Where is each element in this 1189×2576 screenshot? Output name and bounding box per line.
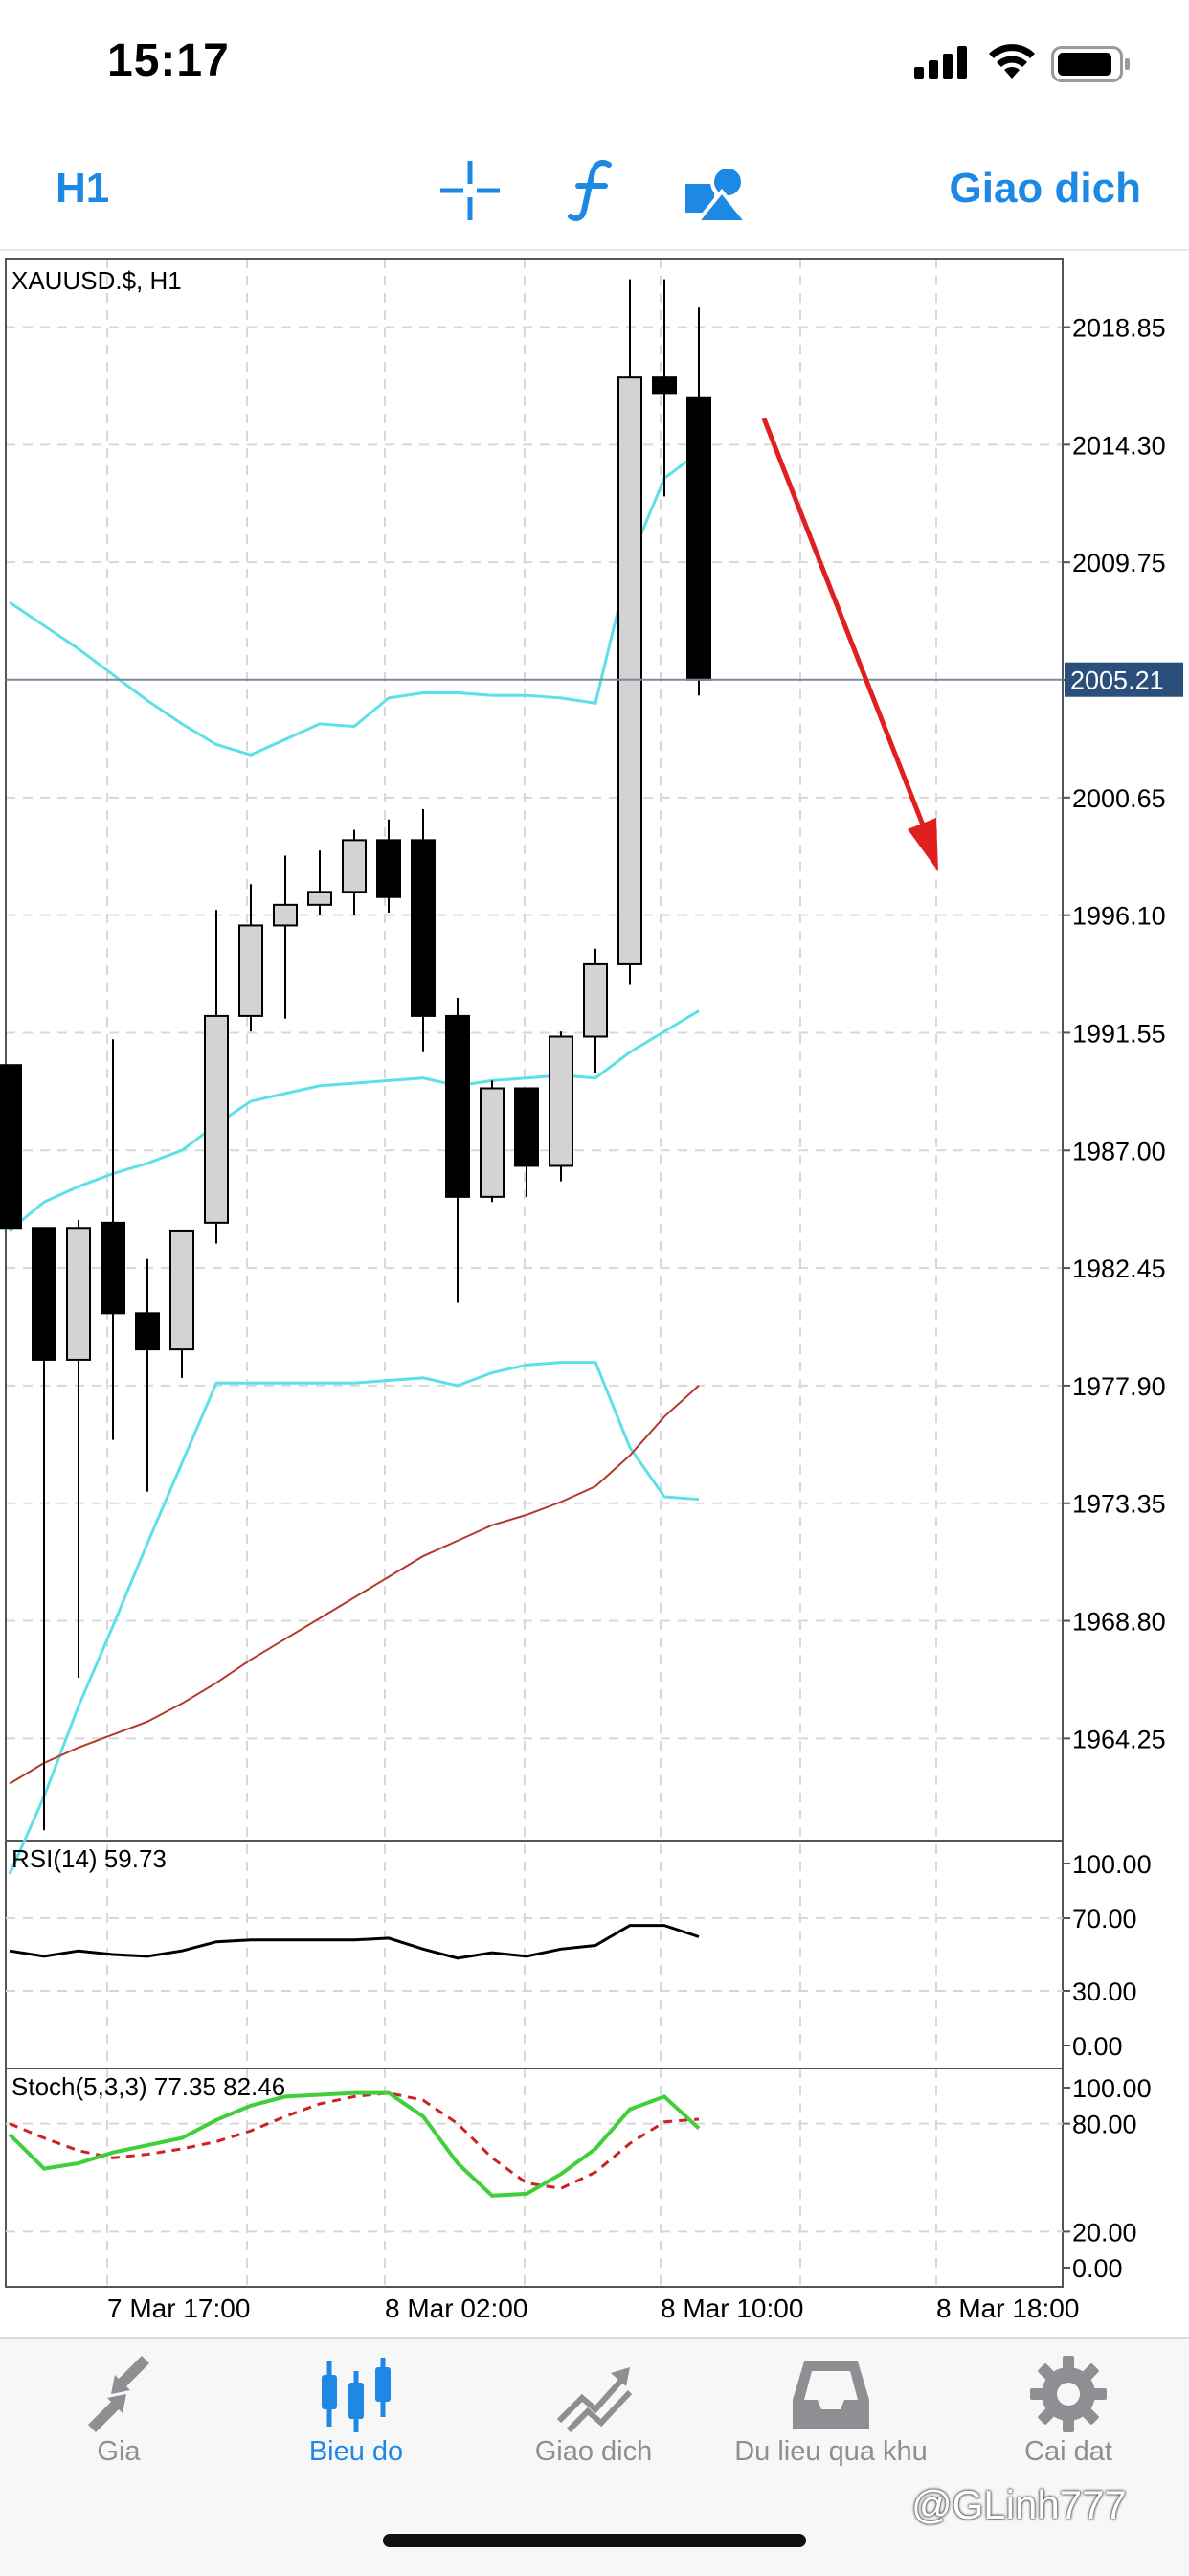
bullish-candle: [617, 376, 642, 965]
bullish-candle: [204, 1014, 229, 1224]
stoch-tick-label: 100.00: [1072, 2074, 1152, 2103]
bollinger-upper-line: [9, 451, 700, 757]
oscillators: 100.00 70.00 30.00 0.00 100.00 80.00 20.00 0.00: [6, 1850, 1152, 2283]
bullish-candle: [169, 1229, 194, 1351]
chart-canvas[interactable]: 2018.85 2014.30 2009.75 2000.65 1996.10 1991.…: [0, 251, 1189, 2339]
stoch-tick-label: 80.00: [1072, 2111, 1137, 2139]
chart-grid: [6, 259, 1063, 2287]
rsi-line: [9, 1924, 700, 1960]
status-time: 15:17: [107, 35, 230, 86]
price-tick-label: 1982.45: [1072, 1254, 1166, 1283]
watermark: @GLinh777: [911, 2482, 1127, 2527]
rsi-tick-label: 100.00: [1072, 1850, 1152, 1879]
rsi-tick-label: 30.00: [1072, 1977, 1137, 2006]
nav-settings[interactable]: Cai dat: [950, 2339, 1187, 2530]
price-tick-label: 2009.75: [1072, 549, 1166, 577]
nav-chart[interactable]: Bieu do: [237, 2339, 475, 2530]
price-tick-label: 1964.25: [1072, 1725, 1166, 1753]
price-tick-label: 1991.55: [1072, 1019, 1166, 1048]
stoch-main-line: [8, 2090, 701, 2198]
rsi-tick-label: 70.00: [1072, 1905, 1137, 1933]
function-icon[interactable]: [567, 159, 620, 222]
price-tick-label: 1987.00: [1072, 1137, 1166, 1165]
price-chart[interactable]: 2018.85 2014.30 2009.75 2000.65 1996.10 1991.…: [0, 251, 1189, 2339]
moving-average-line: [9, 1385, 700, 1785]
bearish-candle: [0, 1064, 22, 1230]
bullish-candle: [273, 903, 298, 927]
time-label: 8 Mar 10:00: [661, 2294, 803, 2323]
shapes-icon[interactable]: [684, 159, 751, 226]
price-tick-label: 1977.90: [1072, 1372, 1166, 1401]
bullish-candle: [480, 1087, 505, 1198]
bearish-candle: [411, 839, 436, 1017]
battery-icon: [1051, 46, 1130, 82]
nav-label: Giao dich: [534, 2436, 653, 2467]
symbol-label: XAUUSD.$, H1: [11, 266, 182, 295]
current-price-value: 2005.21: [1070, 667, 1164, 695]
timeframe-button[interactable]: H1: [56, 165, 110, 212]
price-tick-label: 1973.35: [1072, 1490, 1166, 1519]
chart-toolbar: H1 Giao dich: [0, 144, 1189, 251]
bullish-candle: [342, 839, 367, 893]
trade-chart-icon: [556, 2367, 633, 2433]
bearish-candle: [135, 1312, 160, 1351]
bullish-candle: [307, 891, 332, 906]
status-bar: 15:17: [0, 0, 1189, 124]
home-indicator[interactable]: [383, 2534, 806, 2547]
stoch-panel-frame: [5, 2068, 1064, 2288]
wifi-icon: [989, 44, 1035, 79]
price-tick-label: 2018.85: [1072, 314, 1166, 343]
bearish-candle: [101, 1221, 125, 1315]
price-axis: 2018.85 2014.30 2009.75 2000.65 1996.10 1991.…: [1063, 314, 1166, 1753]
nav-history[interactable]: Du lieu qua khu: [712, 2339, 950, 2530]
price-tick-label: 1968.80: [1072, 1608, 1166, 1637]
trade-button[interactable]: Giao dich: [949, 165, 1141, 212]
bullish-candle: [66, 1227, 91, 1361]
history-tray-icon: [793, 2361, 869, 2429]
price-tick-label: 2000.65: [1072, 784, 1166, 813]
cellular-signal-icon: [914, 46, 967, 79]
stoch-label: Stoch(5,3,3) 77.35 82.46: [11, 2072, 285, 2101]
candlesticks: [0, 279, 711, 1831]
settings-gear-icon: [1030, 2356, 1107, 2432]
bullish-candle: [583, 962, 608, 1038]
nav-label: Cai dat: [1024, 2436, 1112, 2467]
stoch-tick-label: 0.00: [1072, 2254, 1123, 2283]
bullish-candle: [238, 924, 263, 1017]
bollinger-middle-line: [9, 1009, 700, 1232]
red-downward-arrow[interactable]: [761, 418, 938, 871]
bearish-candle: [445, 1014, 470, 1198]
price-tick-label: 1996.10: [1072, 902, 1166, 931]
bollinger-lower-line: [8, 1361, 700, 1875]
nav-trade[interactable]: Giao dich: [475, 2339, 712, 2530]
candlestick-chart-icon: [322, 2358, 391, 2432]
time-label: 8 Mar 02:00: [385, 2294, 527, 2323]
indicator-lines: [8, 451, 700, 1875]
bearish-candle: [652, 376, 677, 395]
bearish-candle: [32, 1227, 56, 1361]
nav-quotes[interactable]: Gia: [0, 2339, 237, 2530]
nav-label: Bieu do: [308, 2436, 404, 2467]
nav-label: Gia: [97, 2436, 141, 2467]
quotes-arrows-icon: [88, 2356, 149, 2432]
bearish-candle: [686, 396, 711, 681]
stoch-signal-line: [9, 2091, 700, 2190]
stoch-tick-label: 20.00: [1072, 2218, 1137, 2247]
time-label: 7 Mar 17:00: [107, 2294, 250, 2323]
rsi-tick-label: 0.00: [1072, 2032, 1123, 2061]
current-price-badge: [1065, 662, 1183, 697]
main-panel-frame: [5, 258, 1064, 1842]
bearish-candle: [376, 839, 401, 898]
crosshair-icon[interactable]: [438, 159, 502, 222]
bearish-candle: [514, 1087, 539, 1167]
price-tick-label: 2014.30: [1072, 431, 1166, 460]
nav-label: Du lieu qua khu: [734, 2436, 928, 2467]
bullish-candle: [549, 1035, 573, 1167]
time-label: 8 Mar 18:00: [936, 2294, 1079, 2323]
rsi-label: RSI(14) 59.73: [11, 1844, 167, 1873]
